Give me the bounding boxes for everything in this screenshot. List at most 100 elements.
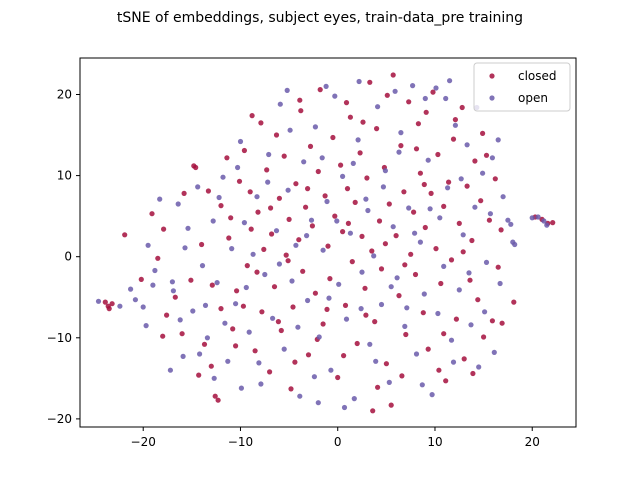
point-closed-34 (278, 327, 284, 334)
point-open-128 (435, 310, 441, 317)
point-closed-16 (226, 235, 232, 241)
point-open-11 (190, 308, 196, 314)
point-closed-37 (286, 216, 292, 222)
point-open-61 (394, 275, 400, 281)
point-open-134 (482, 309, 488, 315)
point-open-147 (211, 375, 217, 381)
point-open-72 (437, 215, 443, 221)
point-closed-113 (475, 297, 481, 303)
point-closed-13 (215, 397, 221, 403)
point-open-41 (316, 334, 322, 340)
point-closed-5 (164, 312, 170, 318)
point-open-111 (304, 233, 310, 239)
point-closed-153 (305, 186, 311, 192)
point-closed-73 (374, 126, 380, 132)
point-closed-136 (240, 303, 246, 309)
point-closed-87 (408, 251, 414, 257)
point-closed-52 (322, 193, 328, 199)
point-closed-159 (421, 181, 427, 188)
point-closed-171 (179, 331, 185, 337)
point-closed-109 (464, 183, 470, 189)
point-closed-11 (209, 282, 215, 288)
point-open-92 (535, 214, 541, 220)
point-closed-44 (303, 204, 309, 210)
plot-frame (79, 57, 577, 428)
point-open-74 (445, 185, 451, 191)
x-tick-label: −20 (131, 435, 156, 449)
point-open-7 (170, 288, 176, 294)
point-closed-74 (376, 218, 383, 224)
point-closed-119 (492, 176, 498, 182)
point-open-25 (254, 194, 260, 200)
point-closed-31 (271, 284, 278, 290)
point-closed-89 (412, 271, 419, 278)
point-closed-32 (273, 132, 280, 138)
point-open-80 (468, 322, 474, 328)
point-closed-8 (193, 164, 199, 171)
point-closed-75 (378, 266, 385, 272)
point-open-127 (427, 206, 433, 212)
y-tick-label: −20 (47, 412, 72, 426)
point-open-56 (375, 104, 381, 110)
point-open-91 (510, 239, 516, 245)
point-closed-105 (453, 316, 459, 322)
point-open-52 (359, 269, 365, 275)
point-closed-48 (312, 290, 318, 296)
point-closed-38 (288, 386, 294, 392)
legend: closed open (473, 62, 571, 112)
point-closed-151 (268, 205, 274, 211)
point-closed-39 (290, 304, 296, 310)
point-open-101 (202, 302, 209, 308)
point-open-10 (185, 225, 191, 231)
point-open-9 (180, 353, 186, 359)
point-closed-134 (218, 306, 224, 312)
point-open-145 (177, 317, 183, 323)
point-closed-147 (436, 367, 442, 373)
point-open-104 (235, 164, 241, 171)
point-closed-122 (511, 299, 517, 305)
point-open-23 (246, 329, 252, 335)
point-open-46 (336, 281, 342, 287)
point-open-19 (229, 246, 235, 252)
point-closed-4 (160, 333, 166, 339)
point-open-39 (308, 217, 315, 223)
point-open-95 (529, 215, 535, 221)
point-closed-164 (233, 343, 239, 349)
point-closed-61 (344, 186, 351, 192)
point-open-55 (371, 253, 377, 259)
point-open-82 (476, 364, 482, 370)
point-closed-168 (423, 109, 429, 115)
point-closed-154 (324, 306, 330, 312)
point-open-125 (412, 230, 418, 236)
point-closed-146 (413, 146, 420, 152)
point-open-51 (355, 137, 361, 143)
point-open-45 (332, 93, 338, 99)
point-closed-79 (388, 402, 394, 408)
point-open-103 (222, 320, 228, 326)
point-open-75 (448, 337, 455, 343)
point-open-107 (265, 179, 271, 185)
point-closed-64 (352, 199, 358, 205)
point-closed-137 (247, 189, 253, 195)
point-open-12 (195, 184, 201, 190)
point-open-57 (378, 301, 385, 308)
point-open-137 (508, 221, 514, 227)
point-open-115 (334, 218, 340, 224)
point-open-33 (285, 187, 291, 193)
point-closed-10 (201, 341, 208, 347)
point-open-4 (145, 242, 151, 248)
point-closed-50 (317, 87, 323, 93)
point-open-113 (319, 155, 325, 161)
x-tick-label: 10 (427, 435, 442, 449)
legend-label-closed: closed (518, 69, 557, 83)
point-closed-92 (420, 310, 426, 316)
point-closed-82 (396, 293, 402, 299)
point-open-112 (311, 374, 317, 380)
point-open-29 (270, 315, 276, 321)
point-open-0 (95, 298, 102, 304)
legend-label-open: open (518, 91, 548, 105)
point-closed-2 (109, 301, 115, 307)
point-open-109 (287, 127, 293, 133)
point-open-44 (328, 367, 334, 373)
point-closed-47 (309, 223, 315, 229)
